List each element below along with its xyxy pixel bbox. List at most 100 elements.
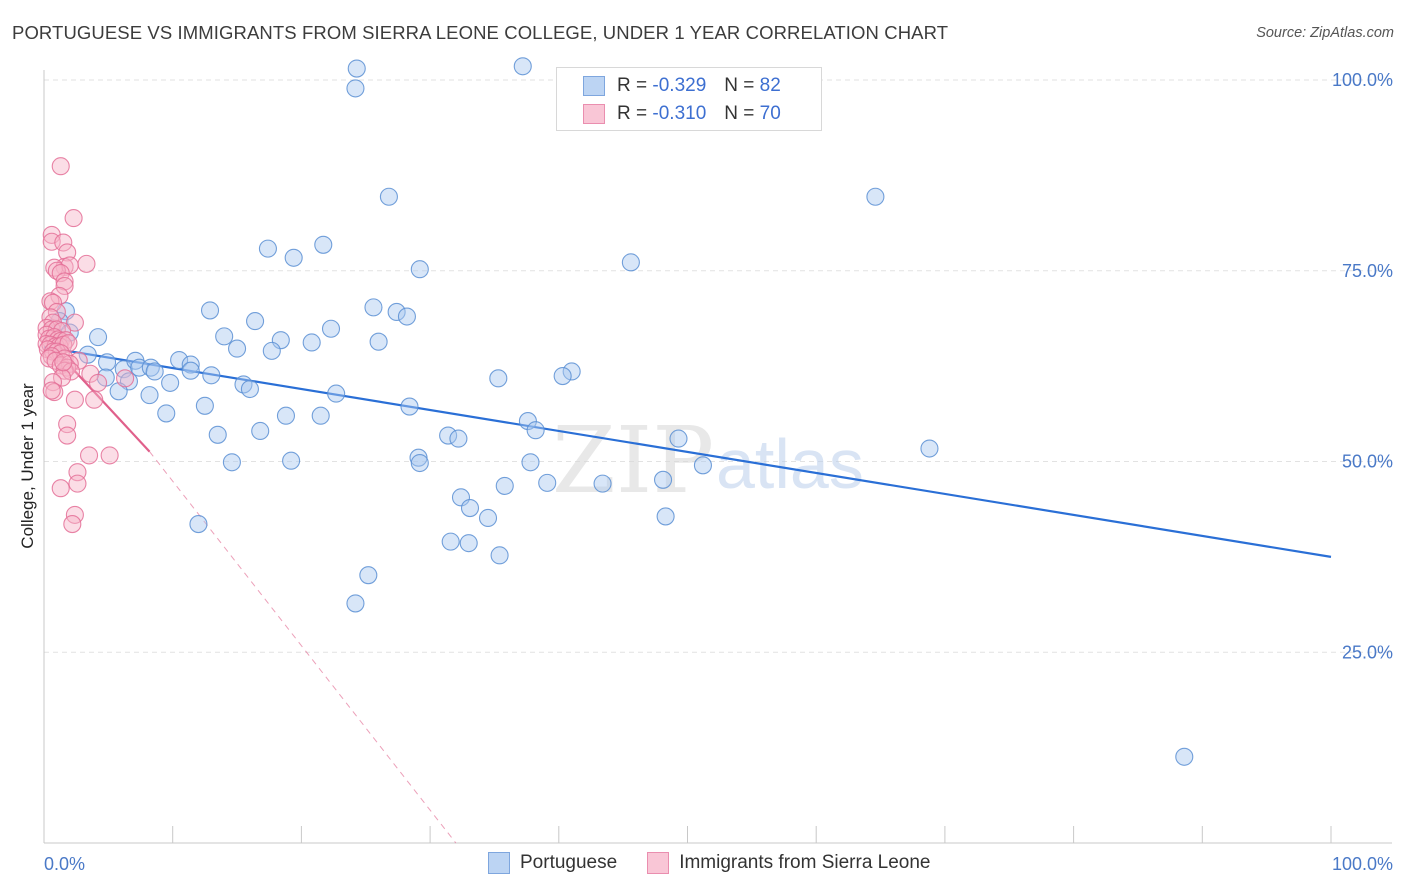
watermark-atlas: atlas	[716, 425, 864, 503]
portuguese-point	[478, 508, 498, 528]
portuguese-point	[513, 57, 532, 76]
portuguese-point	[518, 412, 537, 431]
portuguese-point	[669, 429, 688, 448]
sierra-leone-point	[81, 364, 100, 383]
portuguese-point	[215, 327, 234, 346]
legend-n-value: 70	[759, 103, 781, 124]
portuguese-point	[89, 328, 108, 347]
sierra-leone-point	[77, 254, 96, 273]
axis-layer	[43, 70, 1392, 844]
sierra-leone-point	[64, 209, 83, 228]
legend-n-label: N =	[724, 103, 755, 124]
y-tick-label: 50.0%	[1342, 452, 1393, 472]
sierra-leone-trend-line	[149, 451, 457, 844]
sierra-leone-point	[54, 233, 73, 252]
portuguese-point	[311, 406, 330, 425]
watermark-zip: ZIP	[552, 407, 714, 514]
portuguese-point	[441, 532, 460, 551]
sierra-leone-point	[65, 390, 84, 409]
portuguese-point	[379, 187, 398, 206]
sierra-leone-point	[54, 353, 73, 372]
bottom-legend-swatch-pink	[647, 852, 670, 874]
portuguese-point	[526, 421, 545, 440]
portuguese-point	[449, 429, 468, 448]
portuguese-point	[282, 451, 301, 470]
portuguese-point	[920, 439, 939, 458]
portuguese-point	[208, 425, 227, 444]
bottom-legend-label: Immigrants from Sierra Leone	[679, 852, 931, 873]
portuguese-point	[364, 298, 383, 317]
portuguese-point	[439, 426, 458, 445]
legend-n-label: N =	[724, 75, 755, 96]
points-layer	[37, 57, 1194, 766]
portuguese-point	[593, 474, 612, 493]
y-tick-label: 100.0%	[1332, 70, 1393, 90]
portuguese-point	[157, 404, 176, 423]
sierra-leone-point	[51, 157, 70, 176]
portuguese-point	[490, 546, 509, 565]
portuguese-point	[189, 515, 208, 534]
portuguese-point	[202, 366, 221, 385]
chart-title: PORTUGUESE VS IMMIGRANTS FROM SIERRA LEO…	[12, 22, 949, 43]
legend-row-portuguese: R = -0.329 N = 82	[583, 75, 781, 97]
sierra-leone-point	[65, 313, 84, 332]
portuguese-point	[656, 507, 675, 526]
portuguese-point	[181, 355, 200, 374]
legend-r-value: -0.329	[652, 75, 707, 96]
portuguese-point	[200, 301, 220, 320]
portuguese-point	[327, 384, 346, 403]
portuguese-point	[653, 470, 673, 489]
sierra-leone-point	[63, 515, 82, 534]
portuguese-point	[397, 307, 416, 326]
portuguese-point	[78, 345, 97, 364]
sierra-leone-point	[42, 381, 61, 400]
sierra-leone-point	[52, 368, 72, 387]
sierra-leone-point	[43, 293, 63, 312]
watermark: ZIP atlas	[552, 407, 864, 514]
sierra-leone-point	[68, 474, 87, 493]
portuguese-point	[140, 386, 159, 405]
portuguese-point	[276, 406, 296, 425]
portuguese-point	[1175, 747, 1194, 766]
portuguese-point	[284, 248, 303, 267]
portuguese-point	[346, 79, 365, 98]
sierra-leone-point	[58, 426, 77, 445]
bottom-legend-swatch-blue	[488, 852, 510, 874]
sierra-leone-point	[116, 369, 135, 388]
sierra-leone-point	[85, 390, 104, 409]
portuguese-point	[321, 319, 341, 338]
portuguese-point	[251, 421, 270, 441]
bottom-legend-sierra-leone[interactable]: Immigrants from Sierra Leone	[647, 852, 931, 874]
portuguese-point	[553, 366, 572, 386]
portuguese-point	[161, 373, 180, 392]
portuguese-point	[460, 498, 480, 518]
portuguese-point	[234, 375, 253, 394]
bottom-legend-label: Portuguese	[520, 852, 618, 873]
portuguese-point	[410, 260, 429, 279]
sierra-leone-point	[51, 479, 70, 498]
sierra-leone-point	[55, 272, 74, 291]
portuguese-point	[410, 453, 429, 473]
legend-swatch-pink	[583, 104, 605, 124]
portuguese-point	[538, 473, 557, 492]
portuguese-point	[369, 332, 388, 351]
portuguese-point	[302, 333, 321, 352]
bottom-legend-portuguese[interactable]: Portuguese	[488, 852, 617, 874]
bottom-legend: Portuguese Immigrants from Sierra Leone	[488, 852, 961, 874]
portuguese-point	[240, 379, 259, 399]
portuguese-point	[347, 59, 366, 78]
portuguese-point	[314, 235, 333, 254]
portuguese-point	[181, 361, 200, 380]
portuguese-point	[195, 396, 214, 415]
sierra-leone-point	[89, 373, 108, 392]
legend-r-label: R =	[617, 103, 648, 124]
portuguese-point	[489, 369, 508, 388]
portuguese-point	[521, 453, 540, 472]
portuguese-point	[98, 353, 117, 372]
portuguese-point	[222, 453, 241, 472]
sierra-leone-point	[50, 286, 69, 305]
portuguese-point	[387, 302, 406, 322]
portuguese-trend-line	[43, 345, 1332, 558]
portuguese-point	[246, 312, 265, 331]
